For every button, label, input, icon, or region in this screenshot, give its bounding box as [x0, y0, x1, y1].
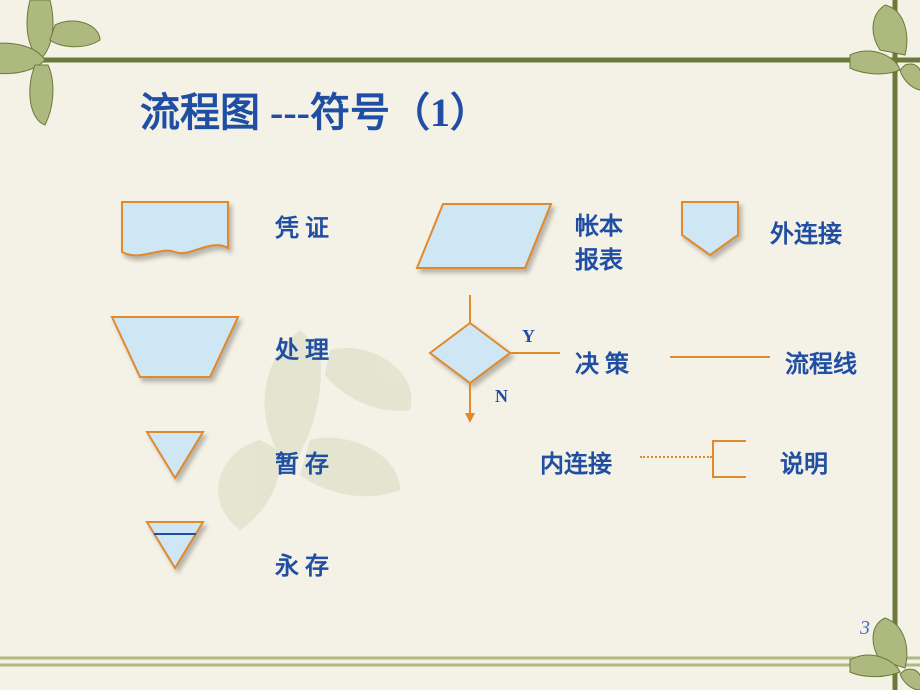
decision-label: 决 策: [575, 344, 629, 379]
process-symbol: [110, 315, 240, 385]
flowline-label: 流程线: [785, 344, 857, 379]
perm-storage-symbol: [145, 520, 205, 575]
external-connector-symbol: [680, 200, 740, 262]
voucher-label: 凭 证: [275, 208, 329, 243]
ledger-symbol: [415, 200, 555, 277]
process-label: 处 理: [275, 330, 329, 365]
note-label: 说明: [780, 444, 828, 479]
note-connector-line: [640, 456, 712, 458]
temp-storage-symbol: [145, 430, 205, 485]
internal-connector-label: 内连接: [540, 444, 612, 479]
ledger-label-line2: 报表: [575, 240, 623, 275]
flowline-symbol: [670, 356, 770, 358]
decision-no-label: N: [495, 386, 508, 407]
page-number: 3: [860, 617, 870, 640]
decision-symbol: [405, 295, 565, 430]
slide-title: 流程图 ---符号（1）: [140, 80, 490, 138]
note-bracket-symbol: [712, 440, 746, 478]
decision-yes-label: Y: [522, 326, 535, 347]
temp-storage-label: 暂 存: [275, 444, 329, 479]
external-connector-label: 外连接: [770, 214, 842, 249]
perm-storage-label: 永 存: [275, 546, 329, 581]
ledger-label-line1: 帐本: [575, 206, 623, 241]
voucher-symbol: [120, 200, 230, 270]
